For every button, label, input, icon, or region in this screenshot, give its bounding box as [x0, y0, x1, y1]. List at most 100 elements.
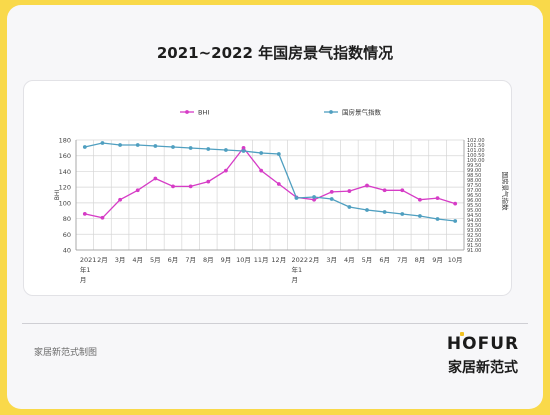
y-tick-label-right: 96.00 [467, 198, 481, 204]
y-tick-label-right: 100.00 [467, 158, 485, 164]
data-point-index [224, 148, 228, 152]
data-point-index [135, 143, 140, 147]
y-axis-right-title: 国房景气指数 [501, 172, 510, 212]
data-point-bhi [118, 197, 122, 202]
y-tick-label-right: 95.50 [467, 203, 481, 209]
data-point-index [294, 196, 299, 200]
data-point-bhi [400, 188, 405, 193]
brand-logo-en: HOFUR [446, 334, 520, 354]
x-tick-label: 3月 [115, 256, 126, 264]
data-point-bhi [188, 184, 193, 189]
x-tick-label: 6月 [168, 256, 179, 264]
x-tick-label: 2月 [309, 256, 320, 264]
data-point-index [400, 212, 405, 216]
x-tick-label: 6月 [379, 256, 390, 264]
data-point-bhi [347, 189, 352, 193]
data-point-index [100, 141, 105, 145]
data-point-bhi [453, 201, 458, 206]
y-tick-label-right: 92.00 [467, 238, 481, 244]
data-point-index [276, 152, 281, 156]
data-point-index [153, 144, 158, 148]
data-point-index [118, 143, 122, 147]
data-point-bhi [171, 184, 175, 189]
x-tick-label: 8月 [203, 256, 214, 264]
data-point-bhi [329, 189, 334, 194]
y-tick-label-left: 140 [59, 168, 71, 176]
data-point-bhi [206, 179, 211, 184]
x-tick-label: 5月 [150, 256, 161, 264]
data-point-bhi [82, 211, 87, 216]
x-tick-label: 4月 [132, 256, 143, 264]
y-tick-label-right: 96.50 [467, 193, 481, 199]
data-point-bhi [100, 215, 105, 220]
data-point-bhi [365, 183, 369, 188]
x-tick-label: 月 [291, 276, 298, 284]
y-tick-label-right: 98.50 [467, 173, 481, 179]
data-point-bhi [259, 168, 264, 173]
x-tick-label: 年1 [291, 265, 302, 274]
data-point-index [206, 147, 211, 151]
data-point-bhi [418, 197, 422, 202]
data-point-index [188, 146, 193, 150]
data-point-index [435, 217, 440, 221]
data-point-index [418, 214, 422, 218]
x-tick-label: 4月 [344, 256, 355, 264]
data-point-index [312, 195, 316, 199]
y-tick-label-right: 93.50 [467, 223, 481, 229]
y-tick-label-right: 95.00 [467, 208, 481, 214]
data-point-bhi [135, 188, 140, 193]
legend-swatch-marker [329, 110, 333, 114]
x-tick-label: 2021 [80, 256, 97, 264]
y-axis-left-title: BHI [54, 190, 61, 201]
y-tick-label-left: 80 [63, 215, 71, 223]
y-tick-label-right: 97.00 [467, 188, 481, 194]
data-point-bhi [276, 182, 281, 186]
x-tick-label: 年1 [80, 265, 91, 274]
data-point-index [171, 145, 175, 149]
y-tick-label-left: 40 [63, 247, 71, 255]
y-tick-label-left: 100 [59, 199, 71, 207]
y-tick-label-right: 98.00 [467, 178, 481, 184]
data-point-index [241, 149, 246, 153]
chart-card [23, 80, 512, 296]
source-note: 家居新范式制图 [34, 348, 98, 358]
data-point-index [365, 208, 369, 212]
y-tick-label-right: 93.00 [467, 228, 481, 234]
x-tick-label: 10月 [448, 256, 463, 264]
x-tick-label: 10月 [236, 256, 251, 264]
data-point-bhi [153, 176, 158, 181]
y-tick-label-right: 97.50 [467, 183, 481, 189]
y-tick-label-right: 94.00 [467, 218, 481, 224]
series-line-index [84, 142, 456, 222]
series-line-bhi [84, 146, 456, 219]
x-tick-label: 12月 [271, 256, 286, 264]
data-point-bhi [224, 168, 228, 173]
data-point-bhi [312, 197, 316, 202]
y-tick-label-right: 91.50 [467, 243, 481, 249]
data-point-index [82, 145, 87, 149]
y-tick-label-right: 99.00 [467, 168, 481, 174]
y-tick-label-right: 91.00 [467, 248, 481, 254]
y-tick-label-left: 160 [59, 152, 71, 160]
x-tick-label: 9月 [221, 256, 232, 264]
y-tick-label-right: 94.50 [467, 213, 481, 219]
data-point-bhi [435, 196, 440, 201]
data-point-index [347, 205, 352, 209]
x-tick-label: 7月 [397, 256, 408, 264]
data-point-index [453, 219, 458, 223]
y-tick-label-right: 101.00 [467, 148, 485, 154]
legend-label: BHI [198, 109, 209, 117]
x-tick-label: 9月 [432, 256, 443, 264]
x-tick-label: 3月 [326, 256, 337, 264]
y-tick-label-right: 101.50 [467, 143, 485, 149]
y-tick-label-left: 180 [59, 137, 71, 145]
chart-title: 2021~2022 年国房景气指数情况 [156, 44, 394, 62]
data-point-bhi [382, 188, 387, 193]
y-tick-label-left: 120 [59, 184, 71, 192]
data-point-index [382, 210, 387, 214]
x-tick-label: 2022 [291, 256, 308, 264]
x-tick-label: 11月 [254, 256, 269, 264]
legend-swatch-marker [185, 110, 189, 114]
brand-logo-mark [460, 332, 464, 336]
